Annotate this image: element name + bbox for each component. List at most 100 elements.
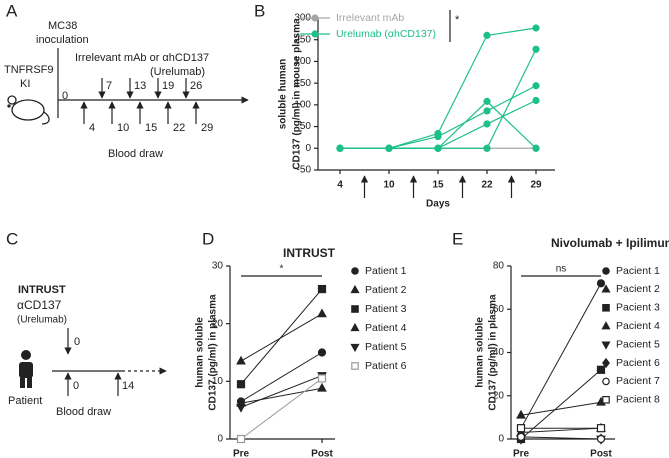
treatment-day: 13 bbox=[134, 80, 146, 92]
data-point bbox=[516, 424, 526, 433]
series-line bbox=[240, 352, 323, 402]
data-point bbox=[317, 374, 327, 383]
legend-label: Urelumab (αhCD137) bbox=[336, 28, 436, 40]
legend-marker bbox=[602, 396, 610, 404]
x-axis-label: Days bbox=[426, 199, 450, 210]
series-line bbox=[240, 378, 323, 440]
y-tick-label: -50 bbox=[297, 165, 312, 176]
data-point bbox=[516, 409, 526, 419]
panel-label: D bbox=[202, 229, 214, 248]
data-point bbox=[596, 424, 606, 433]
data-point bbox=[596, 434, 606, 444]
legend-marker bbox=[601, 341, 611, 350]
y-axis-label: CD137 (pg/ml) in plasma bbox=[488, 294, 499, 411]
y-tick-label: 0 bbox=[305, 143, 311, 154]
data-point bbox=[596, 279, 606, 288]
significance-label: * bbox=[455, 14, 460, 26]
y-tick-label: 100 bbox=[294, 99, 311, 110]
x-tick-label: 22 bbox=[481, 180, 493, 191]
legend-label: Irrelevant mAb bbox=[336, 12, 404, 24]
x-tick-label: Pre bbox=[513, 449, 530, 458]
person-icon bbox=[19, 350, 33, 388]
legend-marker bbox=[601, 321, 611, 330]
chart-title: INTRUST bbox=[283, 246, 336, 260]
y-tick-label: 20 bbox=[493, 390, 505, 401]
mouse-icon bbox=[7, 95, 50, 125]
legend-label: Patient 4 bbox=[365, 322, 407, 334]
data-point bbox=[532, 144, 540, 152]
x-tick-label: 10 bbox=[383, 180, 395, 191]
treatment-label: αCD137 bbox=[17, 298, 62, 312]
panel-label: B bbox=[254, 1, 265, 20]
y-tick-label: 10 bbox=[212, 376, 224, 387]
legend-label: Patient 5 bbox=[365, 341, 407, 353]
data-point bbox=[483, 97, 491, 105]
data-point bbox=[434, 144, 442, 152]
y-axis-label: CD137 (pg/ml) in plasma bbox=[208, 294, 219, 411]
legend-marker bbox=[351, 362, 359, 370]
treatment-label: (Urelumab) bbox=[17, 315, 67, 326]
legend-marker bbox=[602, 304, 610, 312]
legend-label: Pacient 3 bbox=[616, 302, 660, 314]
y-tick-label: 0 bbox=[217, 434, 223, 445]
blood-label: Blood draw bbox=[108, 148, 163, 160]
x-tick-label: Pre bbox=[233, 449, 250, 458]
x-tick-label: 29 bbox=[530, 180, 542, 191]
significance-label: ns bbox=[556, 264, 567, 275]
data-point bbox=[317, 284, 327, 294]
y-axis-label: human soluble bbox=[195, 317, 206, 388]
legend-label: Pacient 8 bbox=[616, 394, 660, 406]
data-point bbox=[532, 45, 540, 53]
legend-marker bbox=[602, 377, 610, 386]
data-point bbox=[385, 144, 393, 152]
y-tick-label: 40 bbox=[493, 347, 505, 358]
blood-day: 4 bbox=[89, 122, 95, 134]
series-line bbox=[240, 387, 323, 404]
series-line bbox=[520, 283, 602, 429]
legend-marker bbox=[601, 284, 611, 293]
series-line bbox=[240, 313, 323, 362]
diagram-a: MC38 inoculation TNFRSF9 KI 0 Irrelevant… bbox=[4, 20, 249, 160]
data-point bbox=[236, 403, 246, 413]
data-point bbox=[336, 144, 344, 152]
legend-marker bbox=[351, 267, 359, 275]
legend-marker bbox=[350, 343, 360, 353]
event-label: MC38 bbox=[48, 20, 77, 32]
legend-marker bbox=[602, 357, 610, 369]
chart: 0 10 20 30 Pre Post human soluble CD137 (pg/ml)… bbox=[195, 246, 407, 458]
study-label: INTRUST bbox=[18, 284, 66, 296]
diagram-c: INTRUST αCD137 (Urelumab) 0 Patient 0 14… bbox=[8, 284, 167, 418]
x-tick-label: 4 bbox=[337, 180, 343, 191]
data-point bbox=[317, 308, 327, 318]
series-line bbox=[520, 401, 602, 416]
y-tick-label: 50 bbox=[300, 121, 312, 132]
legend-marker bbox=[311, 30, 319, 38]
legend-label: Pacient 7 bbox=[616, 375, 660, 387]
data-point bbox=[483, 120, 491, 128]
treatment-day: 26 bbox=[190, 80, 202, 92]
series-line bbox=[240, 288, 323, 385]
series-line bbox=[520, 436, 602, 440]
legend-marker bbox=[311, 14, 319, 22]
blood-day: 14 bbox=[122, 380, 134, 392]
legend-label: Pacient 6 bbox=[616, 357, 660, 369]
x-tick-label: 15 bbox=[432, 180, 444, 191]
start-label: 0 bbox=[62, 90, 68, 102]
blood-day: 22 bbox=[173, 122, 185, 134]
x-tick-label: Post bbox=[311, 449, 333, 458]
y-tick-label: 80 bbox=[493, 261, 505, 272]
treatment-day: 7 bbox=[106, 80, 112, 92]
blood-day: 15 bbox=[145, 122, 157, 134]
legend-marker bbox=[350, 322, 360, 332]
legend-label: Pacient 5 bbox=[616, 338, 660, 350]
blood-day: 10 bbox=[117, 122, 129, 134]
y-axis-label: human soluble bbox=[475, 317, 486, 388]
data-point bbox=[532, 96, 540, 105]
y-tick-label: 250 bbox=[294, 34, 311, 45]
y-axis-label: CD137 (pg/ml) in mouse plasma bbox=[292, 18, 303, 170]
treatment-label: Irrelevant mAb or αhCD137 bbox=[75, 52, 209, 64]
model-label: TNFRSF9 bbox=[4, 64, 54, 76]
y-tick-label: 20 bbox=[212, 318, 224, 329]
panel-label: A bbox=[6, 1, 18, 20]
legend-marker bbox=[602, 267, 610, 275]
